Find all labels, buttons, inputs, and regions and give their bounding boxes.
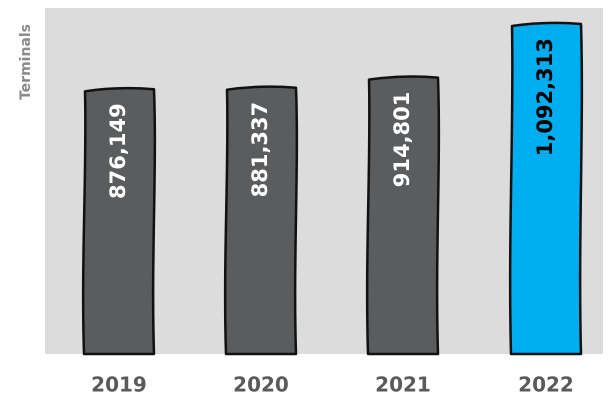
x-tick-2021: 2021 [375,373,431,397]
data-label-2021: 914,801 [390,92,414,188]
bar-2021 [365,75,441,356]
bar-2019 [81,86,157,356]
bar-2022 [508,21,584,356]
bar-2020 [223,85,299,356]
x-tick-2019: 2019 [91,373,147,397]
x-tick-2022: 2022 [518,373,574,397]
data-label-2022: 1,092,313 [533,38,557,156]
y-axis-label: Terminals [18,24,34,100]
data-label-2019: 876,149 [106,103,130,199]
x-tick-2020: 2020 [233,373,289,397]
data-label-2020: 881,337 [248,102,272,198]
